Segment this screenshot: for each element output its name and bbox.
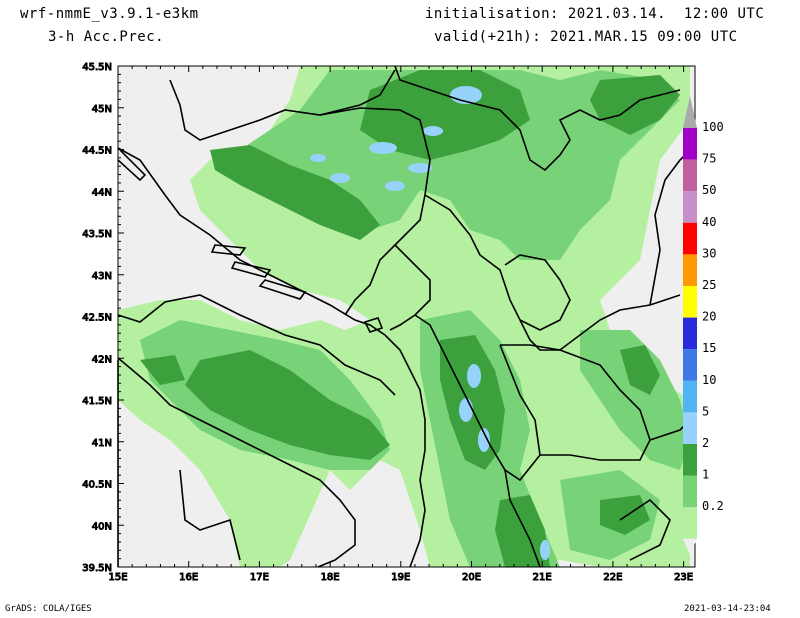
- legend-label: 75: [702, 152, 716, 166]
- lat-label: 44N: [92, 187, 112, 198]
- field-name: 3-h Acc.Prec.: [48, 29, 165, 45]
- legend-label: 20: [702, 310, 716, 324]
- legend-label: 0.2: [702, 499, 724, 513]
- lon-label: 19E: [391, 572, 410, 583]
- legend-label: 100: [702, 120, 724, 134]
- legend-swatch: [683, 222, 697, 255]
- legend-swatch: [683, 444, 697, 476]
- island-3: [258, 279, 307, 300]
- island-4: [117, 149, 147, 182]
- valid-time: valid(+21h): 2021.MAR.15 09:00 UTC: [434, 29, 738, 45]
- precip-light-blue: [385, 181, 405, 191]
- lat-label: 44.5N: [82, 146, 112, 157]
- longitude-ticks: 15E 16E 17E 18E 19E 20E 21E 22E 23E: [108, 66, 694, 584]
- precip-dark-green: [620, 345, 660, 395]
- legend-swatch: [683, 317, 697, 350]
- legend-label: 40: [702, 215, 716, 229]
- precip-light-blue: [408, 163, 432, 173]
- legend-top-cap: [683, 96, 697, 128]
- precip-dark-green: [210, 145, 380, 240]
- legend-swatch: [683, 507, 697, 539]
- slovenia-croatia-border: [169, 69, 396, 141]
- precip-dark-green: [495, 495, 550, 567]
- precip-legend: 100 75 50 40 30 25 20 15 10 5 2 1 0.2: [683, 96, 724, 555]
- legend-swatch: [683, 380, 697, 413]
- lat-label: 42.5N: [82, 313, 112, 324]
- legend-swatch: [683, 475, 697, 508]
- legend-label: 2: [702, 436, 709, 450]
- adriatic-east-coast: [117, 147, 426, 568]
- legend-label: 5: [702, 404, 709, 418]
- lon-label: 16E: [179, 572, 198, 583]
- precip-dark-green: [140, 355, 185, 385]
- precip-light-blue: [423, 126, 443, 136]
- render-timestamp: 2021-03-14-23:04: [684, 604, 771, 614]
- precip-dark-green: [590, 75, 680, 135]
- montenegro-border: [389, 244, 431, 331]
- legend-swatch: [683, 412, 697, 444]
- legend-swatch: [683, 254, 697, 286]
- lat-label: 41.5N: [82, 396, 112, 407]
- precip-dark-green: [185, 350, 390, 460]
- precipitation-fields: [118, 66, 690, 567]
- lat-label: 43.5N: [82, 229, 112, 240]
- grads-credit: GrADS: COLA/IGES: [5, 604, 92, 614]
- legend-label: 15: [702, 341, 716, 355]
- legend-swatch: [683, 159, 697, 192]
- north-macedonia-border: [500, 344, 651, 461]
- lat-label: 40.5N: [82, 480, 112, 491]
- latitude-ticks: 45.5N 45N 44.5N 44N 43.5N 43N 42.5N 42N 41.5N 41N…: [82, 62, 124, 575]
- legend-swatch: [683, 349, 697, 381]
- precip-dark-green: [600, 495, 650, 535]
- init-time: initialisation: 2021.03.14. 12:00 UTC: [425, 6, 765, 22]
- small-island: [363, 317, 384, 333]
- bosnia-border: [319, 107, 431, 316]
- kosovo-border: [504, 254, 571, 331]
- lat-label: 45.5N: [82, 62, 112, 73]
- serbia-border: [394, 65, 681, 172]
- lon-label: 15E: [108, 572, 127, 583]
- legend-label: 10: [702, 373, 716, 387]
- island-1: [210, 244, 247, 256]
- lon-label: 23E: [674, 572, 693, 583]
- precip-light-blue: [459, 398, 473, 422]
- island-2: [230, 261, 272, 278]
- lat-label: 40N: [92, 521, 112, 532]
- legend-label: 25: [702, 278, 716, 292]
- legend-label: 30: [702, 246, 716, 260]
- precip-light-blue: [478, 428, 490, 452]
- legend-swatch: [683, 128, 697, 160]
- model-name: wrf-nmmE_v3.9.1-e3km: [20, 6, 199, 22]
- lat-label: 45N: [92, 104, 112, 115]
- precip-light-blue: [369, 142, 397, 154]
- lon-label: 20E: [462, 572, 481, 583]
- italy-coastline: [117, 294, 396, 568]
- legend-bottom-cap: [683, 538, 697, 555]
- legend-swatch: [683, 286, 697, 318]
- lat-label: 42N: [92, 354, 112, 365]
- legend-swatch: [683, 191, 697, 223]
- borders-coastlines: [117, 65, 691, 568]
- lat-label: 41N: [92, 438, 112, 449]
- precip-light-blue: [330, 173, 350, 183]
- precip-light-blue: [467, 364, 481, 388]
- precip-dark-green: [360, 70, 530, 160]
- precip-light-blue: [310, 154, 326, 162]
- lon-label: 17E: [250, 572, 269, 583]
- bulgaria-border: [649, 149, 691, 306]
- albania-border: [414, 314, 541, 482]
- legend-label: 50: [702, 183, 716, 197]
- legend-label: 1: [702, 468, 709, 482]
- gulf-coast: [619, 498, 671, 561]
- lat-label: 43N: [92, 271, 112, 282]
- lon-label: 18E: [321, 572, 340, 583]
- lat-label: 39.5N: [82, 563, 112, 574]
- lon-label: 22E: [603, 572, 622, 583]
- precip-light-blue: [540, 540, 550, 560]
- lon-label: 21E: [533, 572, 552, 583]
- serbia-south: [424, 194, 681, 351]
